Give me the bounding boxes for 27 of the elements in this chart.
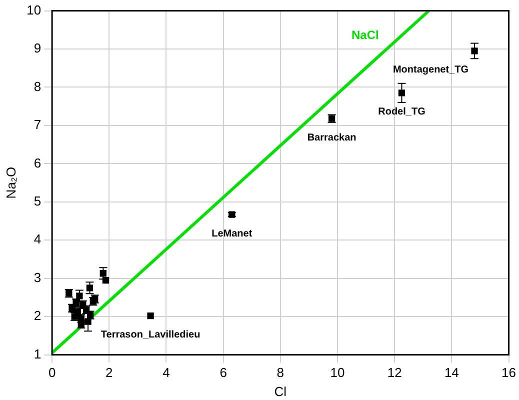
y-tick-label: 6 (34, 155, 42, 170)
y-tick-label: 3 (34, 270, 42, 285)
x-tick-label: 8 (276, 365, 284, 380)
annotation: Montagenet_TG (392, 64, 469, 76)
annotation: Rodel_TG (378, 106, 426, 118)
annotation: Terrason_Lavilledieu (100, 330, 200, 341)
y-tick-label: 7 (34, 117, 42, 132)
x-tick-label: 6 (220, 365, 227, 380)
series-label: NaCl (352, 28, 379, 42)
annotation: LeManet (212, 228, 253, 240)
y-tick-label: 2 (34, 308, 42, 324)
y-tick-label: 9 (34, 40, 42, 56)
x-axis-title: Cl (274, 384, 287, 399)
x-tick-label: 4 (162, 365, 170, 380)
y-tick-label: 4 (34, 232, 42, 247)
x-tick-label: 2 (106, 365, 113, 380)
y-axis-title: Na₂O (3, 166, 18, 199)
x-tick-label: 12 (387, 365, 402, 380)
y-tick-label: 1 (34, 346, 42, 362)
y-tick-label: 8 (34, 78, 42, 94)
annotation: Barrackan (307, 132, 356, 144)
x-tick-label: 0 (48, 365, 56, 380)
y-tick-label: 10 (26, 2, 42, 18)
x-tick-label: 14 (444, 365, 459, 380)
x-tick-label: 10 (330, 365, 345, 380)
y-tick-label: 5 (34, 193, 42, 208)
x-tick-label: 16 (502, 365, 516, 380)
